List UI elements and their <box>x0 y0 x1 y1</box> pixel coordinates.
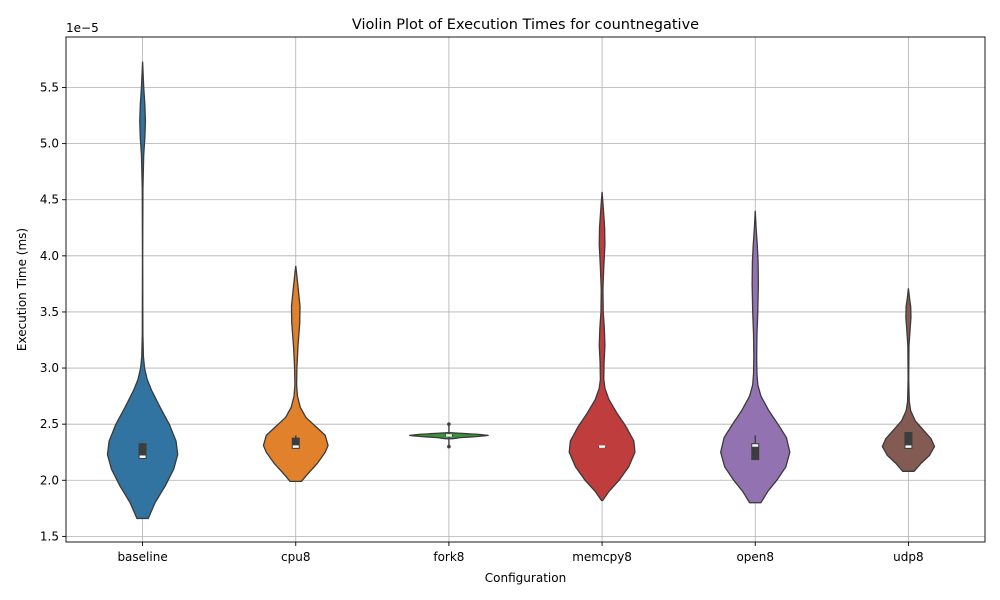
x-tick-label: baseline <box>117 550 167 564</box>
x-tick-label: memcpy8 <box>572 550 632 564</box>
y-tick-label: 1.5 <box>40 529 59 543</box>
whisker-cap-fork8 <box>447 422 451 426</box>
y-axis-offset-text: 1e−5 <box>66 21 99 35</box>
x-axis-label: Configuration <box>485 571 566 585</box>
chart-title: Violin Plot of Execution Times for count… <box>352 17 699 33</box>
iqr-box-udp8 <box>904 432 913 449</box>
median-marker-memcpy8 <box>599 445 606 448</box>
violin-cpu8 <box>262 265 329 483</box>
violin-baseline <box>106 61 179 520</box>
x-tick-label: cpu8 <box>281 550 310 564</box>
y-axis-label: Execution Time (ms) <box>15 228 29 351</box>
y-axis-ticks: 1.5 2.0 2.5 3.0 3.5 4.0 4.5 5.0 5.5 <box>40 81 66 543</box>
violins <box>106 61 936 520</box>
y-tick-label: 4.5 <box>40 193 59 207</box>
y-tick-label: 3.5 <box>40 305 59 319</box>
y-tick-label: 3.0 <box>40 361 59 375</box>
iqr-box-cpu8 <box>291 437 300 449</box>
iqr-box-baseline <box>138 443 147 459</box>
y-tick-label: 2.5 <box>40 417 59 431</box>
y-tick-label: 5.0 <box>40 137 59 151</box>
violin-open8 <box>720 210 791 504</box>
violin-memcpy8 <box>568 191 636 502</box>
x-tick-label: open8 <box>736 550 774 564</box>
y-tick-label: 5.5 <box>40 81 59 95</box>
median-marker-fork8 <box>445 434 452 437</box>
x-tick-label: udp8 <box>893 550 923 564</box>
median-marker-udp8 <box>905 445 912 448</box>
y-tick-label: 2.0 <box>40 473 59 487</box>
y-tick-label: 4.0 <box>40 249 59 263</box>
x-tick-label: fork8 <box>433 550 464 564</box>
iqr-box-open8 <box>751 443 760 461</box>
whisker-cap-fork8 <box>447 444 451 449</box>
median-marker-cpu8 <box>292 445 299 448</box>
violin-udp8 <box>881 288 936 472</box>
axes-frame <box>65 36 986 543</box>
median-marker-baseline <box>139 455 146 458</box>
x-axis-ticks: baseline cpu8 fork8 memcpy8 open8 udp8 <box>117 542 924 564</box>
median-marker-open8 <box>752 444 759 447</box>
